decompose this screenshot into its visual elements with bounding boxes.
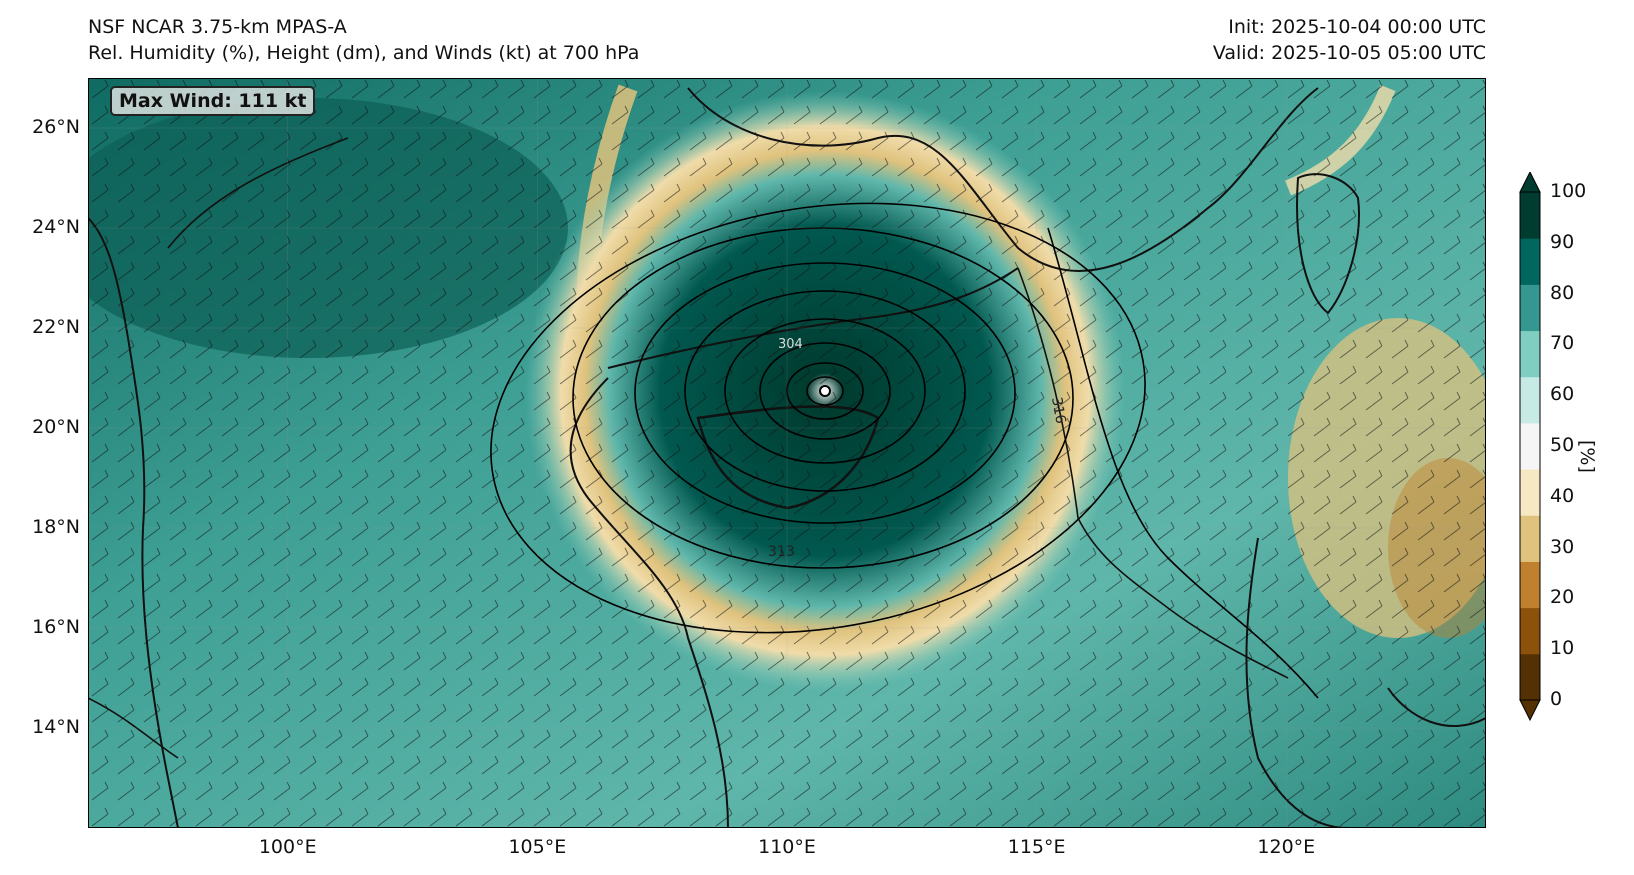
map-svg[interactable]: 313 316 304 xyxy=(88,78,1486,828)
colorbar-tick-label: 20 xyxy=(1550,586,1575,609)
model-name: NSF NCAR 3.75-km MPAS-A xyxy=(88,16,347,38)
contour-label-304: 304 xyxy=(778,337,803,352)
valid-time: Valid: 2025-10-05 05:00 UTC xyxy=(1212,42,1486,64)
field-description: Rel. Humidity (%), Height (dm), and Wind… xyxy=(88,42,640,64)
colorbar-segment xyxy=(1520,330,1540,378)
lon-tick-label: 100°E xyxy=(258,836,317,858)
lat-tick-label: 18°N xyxy=(32,516,80,538)
lat-tick-label: 14°N xyxy=(32,716,80,738)
lon-tick-label: 105°E xyxy=(508,836,567,858)
graticule xyxy=(88,78,1486,828)
colorbar-tick-label: 60 xyxy=(1550,383,1575,406)
colorbar-segment xyxy=(1520,238,1540,285)
colorbar-segment xyxy=(1520,469,1540,516)
storm-center-marker xyxy=(819,385,831,397)
colorbar-segment xyxy=(1520,192,1540,239)
colorbar-min-arrow xyxy=(1519,699,1541,722)
lat-tick-label: 24°N xyxy=(32,216,80,238)
lon-tick-label: 115°E xyxy=(1007,836,1066,858)
contour-label-316: 316 xyxy=(1048,396,1068,425)
height-contours xyxy=(490,202,1319,699)
colorbar-tick-label: 70 xyxy=(1550,332,1575,355)
colorbar-segment xyxy=(1520,653,1540,701)
lat-tick-label: 26°N xyxy=(32,116,80,138)
colorbar-frame xyxy=(1519,191,1541,701)
colorbar-segment xyxy=(1520,515,1540,562)
coastlines xyxy=(88,87,1486,828)
title-right: Init: 2025-10-04 00:00 UTC Valid: 2025-1… xyxy=(1213,14,1486,66)
lat-tick-label: 22°N xyxy=(32,316,80,338)
colorbar-tick-label: 100 xyxy=(1550,180,1587,202)
colorbar-tick-label: 40 xyxy=(1550,484,1575,507)
title-left: NSF NCAR 3.75-km MPAS-A Rel. Humidity (%… xyxy=(88,14,639,66)
colorbar-tick-label: 10 xyxy=(1550,637,1575,660)
colorbar-max-arrow xyxy=(1519,172,1541,193)
lon-tick-label: 120°E xyxy=(1257,836,1316,858)
colorbar-segment xyxy=(1520,422,1540,470)
colorbar-segment xyxy=(1520,607,1540,655)
lat-tick-label: 16°N xyxy=(32,616,80,638)
lat-tick-label: 20°N xyxy=(32,416,80,438)
max-wind-annotation: Max Wind: 111 kt xyxy=(110,86,316,116)
colorbar-tick-label: 0 xyxy=(1550,688,1563,710)
init-time: Init: 2025-10-04 00:00 UTC xyxy=(1228,16,1486,38)
lon-tick-label: 110°E xyxy=(758,836,816,858)
map-panel[interactable]: 313 316 304 Max Wind: 111 kt xyxy=(88,78,1486,828)
country-borders xyxy=(88,137,1289,759)
colorbar-tick-label: 50 xyxy=(1550,434,1575,456)
wind-barbs-field xyxy=(88,78,1486,828)
colorbar-tick-label: 90 xyxy=(1550,230,1575,253)
colorbar xyxy=(1519,172,1541,722)
colorbar-segment xyxy=(1520,284,1540,332)
colorbar-tick-label: 30 xyxy=(1550,535,1575,558)
colorbar-unit: [%] xyxy=(1576,440,1598,473)
colorbar-tick-label: 80 xyxy=(1550,281,1575,304)
contour-label-313: 313 xyxy=(768,544,795,560)
colorbar-segment xyxy=(1520,376,1540,424)
colorbar-segment xyxy=(1520,561,1540,609)
